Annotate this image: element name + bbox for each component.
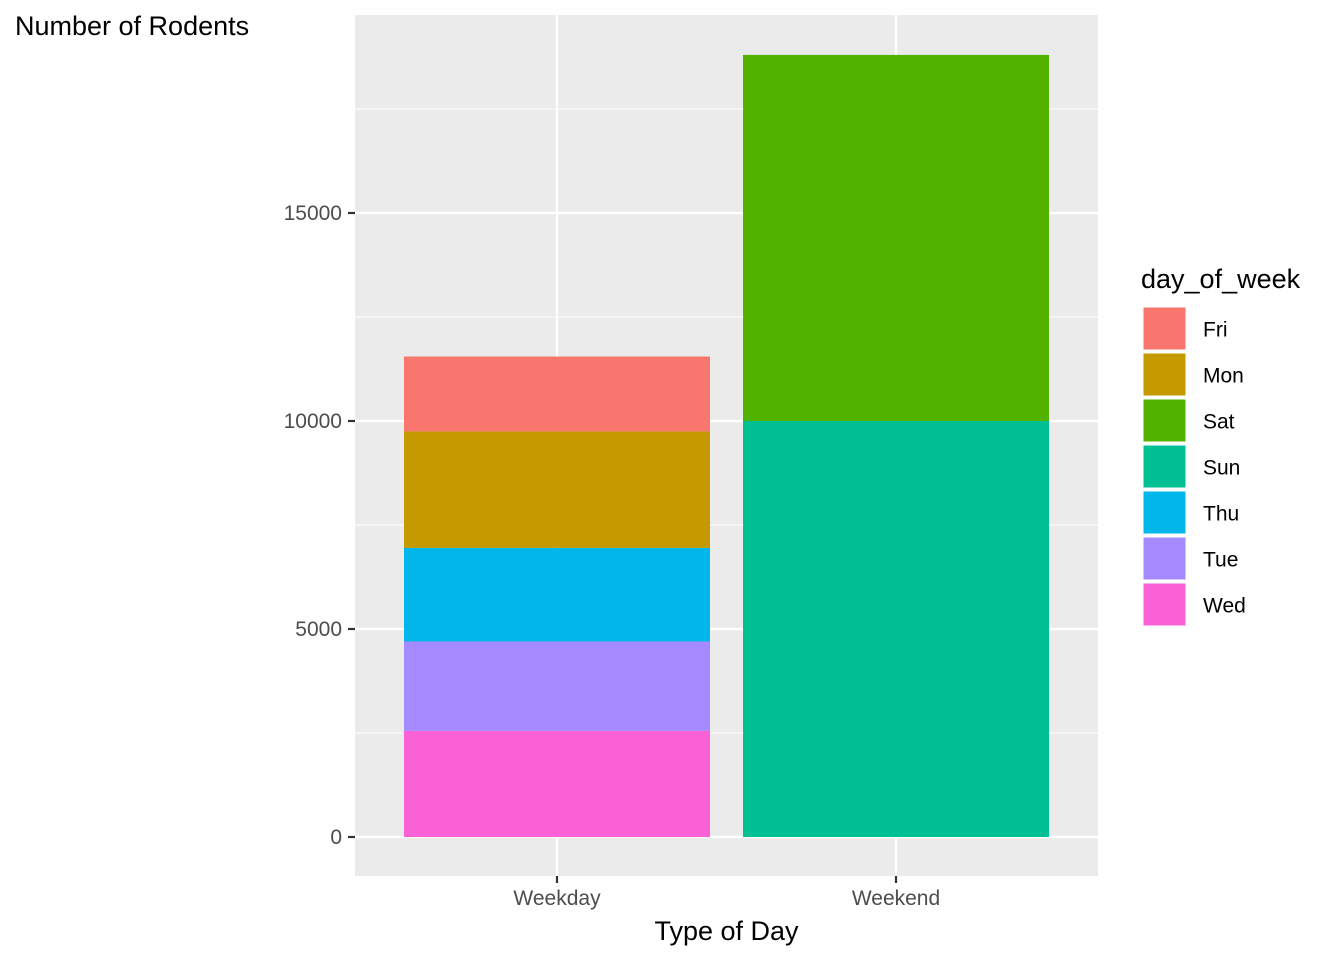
legend-label-wed: Wed [1203,595,1246,618]
legend-label-fri: Fri [1203,319,1228,342]
bar-weekday-mon [404,431,710,548]
bar-weekday-tue [404,641,710,731]
legend-key-fri [1142,306,1187,351]
legend-title: day_of_week [1141,264,1301,294]
y-tick-label: 10000 [284,410,342,433]
bar-weekend-sat [743,54,1049,422]
axes: 0 5000 10000 15000 Weekday Weekend [284,202,941,910]
bars [404,54,1049,837]
legend-key-thu [1142,490,1187,535]
legend-key-mon [1142,352,1187,397]
y-axis-title: Number of Rodents [15,11,249,41]
y-tick-label: 15000 [284,202,342,225]
x-tick-label: Weekend [852,887,940,910]
legend-key-tue [1142,536,1187,581]
legend-label-sun: Sun [1203,457,1240,480]
legend-key-sun [1142,444,1187,489]
legend-label-sat: Sat [1203,411,1235,434]
x-axis-title: Type of Day [654,916,799,946]
legend-key-sat [1142,398,1187,443]
bar-weekend-sun [743,421,1049,837]
bar-weekday-fri [404,356,710,432]
bar-weekday-wed [404,730,710,837]
legend-key-wed [1142,582,1187,627]
x-tick-label: Weekday [513,887,601,910]
bar-weekday-thu [404,547,710,642]
legend-label-tue: Tue [1203,549,1238,572]
y-tick-label: 0 [330,826,342,849]
legend: day_of_week Fri Mon Sat Sun Thu Tue Wed [1141,264,1301,627]
legend-label-thu: Thu [1203,503,1239,526]
y-tick-label: 5000 [295,618,342,641]
legend-label-mon: Mon [1203,365,1244,388]
